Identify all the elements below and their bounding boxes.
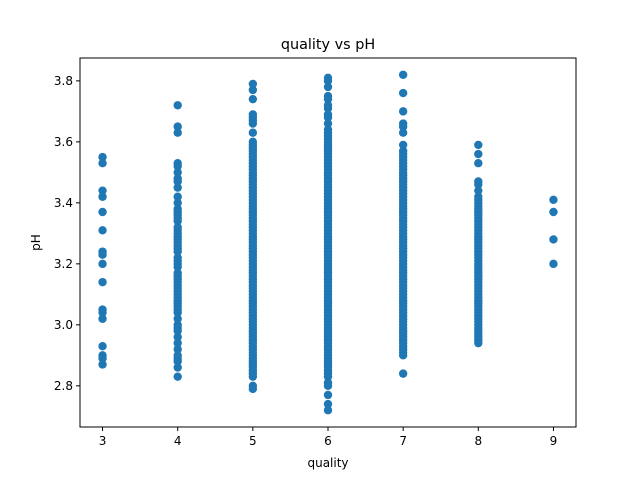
data-point <box>323 406 333 415</box>
data-point <box>98 207 107 217</box>
x-axis-label: quality <box>307 456 348 470</box>
data-point <box>173 262 182 272</box>
x-tick-label: 6 <box>324 434 332 448</box>
data-point <box>398 88 408 98</box>
data-point <box>173 216 182 226</box>
data-point <box>549 207 558 217</box>
data-point <box>323 381 333 391</box>
data-point <box>549 235 558 244</box>
data-point <box>173 372 182 381</box>
data-point <box>98 192 107 201</box>
data-point <box>98 308 107 317</box>
data-point <box>98 226 107 235</box>
data-point <box>98 186 107 195</box>
data-point <box>98 314 107 323</box>
data-point <box>248 128 258 137</box>
data-point <box>323 399 333 409</box>
data-point <box>173 101 182 110</box>
data-point <box>173 168 182 177</box>
data-point <box>98 341 107 351</box>
data-point <box>474 140 483 150</box>
data-point <box>248 94 258 104</box>
data-point <box>398 351 408 360</box>
x-tick-label: 4 <box>174 434 182 448</box>
data-point <box>323 390 333 400</box>
data-point <box>248 85 258 95</box>
data-point <box>398 140 408 150</box>
y-axis: 2.8 3.0 3.2 3.4 3.6 3.8 <box>54 74 80 393</box>
data-point <box>323 372 333 381</box>
data-point <box>248 119 258 128</box>
data-point <box>173 247 182 256</box>
data-point <box>474 186 483 195</box>
data-point <box>173 363 182 372</box>
y-tick-label: 3.6 <box>54 135 73 149</box>
y-tick-label: 3.0 <box>54 318 73 332</box>
data-point <box>173 326 182 336</box>
data-point <box>398 70 408 79</box>
y-tick-label: 3.4 <box>54 196 73 210</box>
data-point <box>474 338 483 348</box>
x-tick-label: 9 <box>550 434 558 448</box>
data-point <box>173 308 182 317</box>
data-point <box>98 360 107 369</box>
data-point <box>173 338 182 348</box>
chart-title: quality vs pH <box>281 37 375 53</box>
x-tick-label: 8 <box>474 434 482 448</box>
data-point <box>173 122 182 131</box>
data-point <box>323 119 333 128</box>
x-tick-label: 5 <box>249 434 257 448</box>
data-point <box>173 357 182 366</box>
data-point <box>173 345 182 354</box>
data-point <box>98 354 107 363</box>
data-point <box>173 183 182 192</box>
data-point <box>248 384 258 394</box>
data-point <box>549 259 558 269</box>
data-points <box>98 70 558 415</box>
data-point <box>398 369 408 378</box>
data-point <box>98 250 107 259</box>
y-tick-label: 3.2 <box>54 257 73 271</box>
y-axis-label: pH <box>29 234 43 251</box>
data-point <box>323 104 333 113</box>
data-point <box>398 128 408 137</box>
data-point <box>474 149 483 159</box>
data-point <box>173 332 182 342</box>
data-point <box>323 76 333 86</box>
data-point <box>323 82 333 92</box>
data-point <box>98 159 107 168</box>
data-point <box>248 79 258 89</box>
data-point <box>98 277 107 287</box>
data-point <box>98 259 107 269</box>
data-point <box>98 152 107 162</box>
data-point <box>323 94 333 104</box>
data-point <box>173 314 182 323</box>
y-tick-label: 2.8 <box>54 379 73 393</box>
data-point <box>549 195 558 205</box>
data-point <box>173 128 182 137</box>
x-tick-label: 3 <box>99 434 107 448</box>
data-point <box>398 107 408 116</box>
data-point <box>474 159 483 168</box>
data-point <box>173 192 182 201</box>
x-axis: 3 4 5 6 7 8 9 <box>99 427 558 448</box>
data-point <box>173 198 182 208</box>
data-point <box>173 162 182 171</box>
data-point <box>474 180 483 189</box>
x-tick-label: 7 <box>399 434 407 448</box>
data-point <box>398 122 408 131</box>
data-point <box>323 113 333 122</box>
y-tick-label: 3.8 <box>54 74 73 88</box>
data-point <box>248 372 258 381</box>
data-point <box>173 177 182 186</box>
